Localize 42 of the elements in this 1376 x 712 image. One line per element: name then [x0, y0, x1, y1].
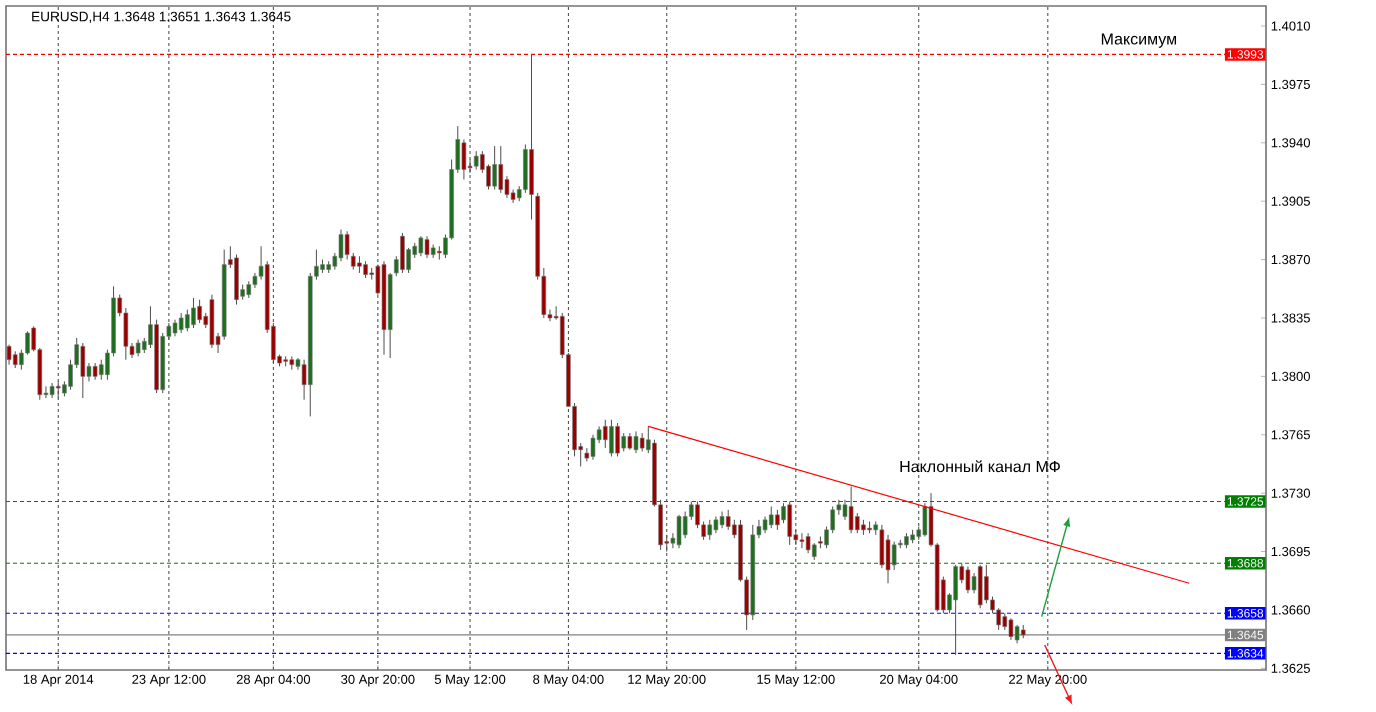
candlestick — [523, 143, 528, 194]
candlestick — [707, 519, 713, 541]
candlestick — [338, 229, 344, 262]
candlestick — [965, 566, 971, 594]
candlestick — [621, 432, 626, 452]
candlestick — [1014, 624, 1020, 644]
candlestick — [977, 564, 983, 609]
candlestick — [178, 312, 184, 334]
candlestick — [234, 254, 239, 306]
candlestick — [461, 138, 467, 180]
annotation: Максимум — [1101, 33, 1177, 48]
annotation: Наклонный канал МФ — [900, 460, 1060, 473]
candlestick — [633, 430, 639, 454]
candlestick — [498, 145, 504, 194]
candlestick — [639, 432, 645, 452]
candlestick — [848, 485, 854, 534]
candlestick — [609, 419, 614, 457]
candlestick — [855, 512, 860, 534]
candlestick — [768, 506, 774, 529]
candlestick — [424, 235, 430, 259]
candlestick — [725, 509, 731, 531]
candlestick — [197, 299, 202, 324]
candlestick — [603, 419, 608, 449]
candlestick — [191, 297, 196, 329]
candlestick — [209, 294, 215, 349]
candlestick — [615, 422, 620, 457]
candlestick — [787, 500, 792, 546]
candlestick — [99, 359, 104, 381]
candlestick — [590, 434, 596, 461]
candlestick — [400, 232, 405, 274]
candlestick — [775, 509, 780, 531]
candlestick — [418, 235, 424, 257]
candlestick — [473, 150, 479, 170]
candlestick — [805, 532, 811, 554]
candlestick — [922, 502, 928, 538]
candlestick — [799, 532, 805, 549]
candlestick — [891, 541, 897, 571]
candlestick — [953, 564, 958, 656]
candlestick — [1008, 617, 1014, 641]
candlestick — [80, 342, 86, 399]
candlestick — [492, 145, 497, 191]
candlestick — [676, 514, 682, 549]
